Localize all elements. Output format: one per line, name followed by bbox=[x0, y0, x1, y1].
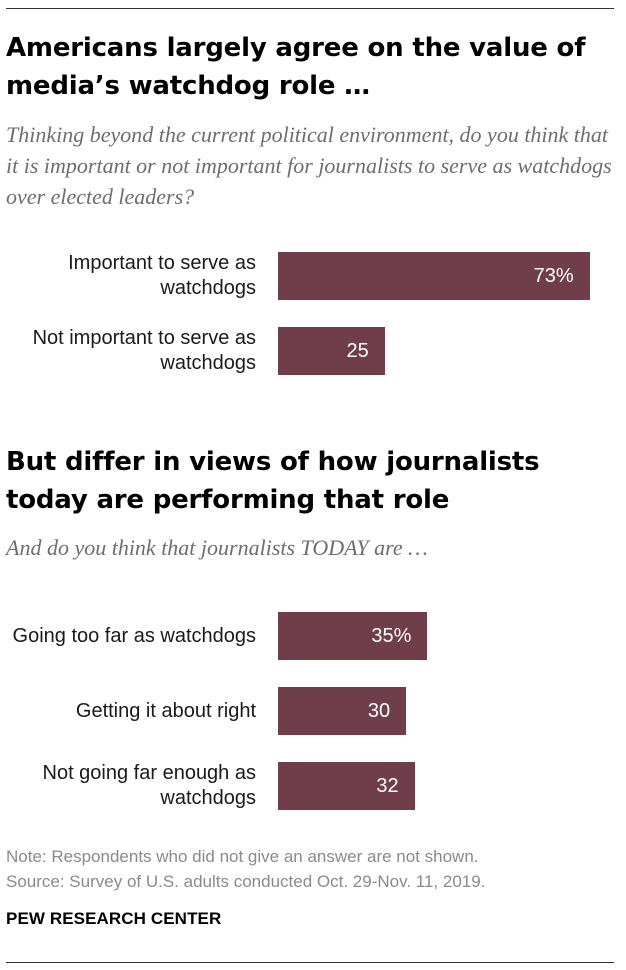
top-rule bbox=[6, 8, 614, 9]
note-text: Note: Respondents who did not give an an… bbox=[6, 847, 479, 866]
bar bbox=[278, 252, 590, 300]
brand-label: PEW RESEARCH CENTER bbox=[6, 909, 222, 928]
bar bbox=[278, 687, 407, 735]
category-label: Important to serve as watchdogs bbox=[68, 252, 256, 299]
category-label: Not important to serve as watchdogs bbox=[32, 327, 256, 374]
bar bbox=[278, 612, 428, 660]
chart-title-2: But differ in views of how journalists t… bbox=[6, 447, 540, 515]
source-text: Source: Survey of U.S. adults conducted … bbox=[6, 872, 486, 891]
chart-question-1: Thinking beyond the current political en… bbox=[6, 122, 612, 209]
data-label: 32 bbox=[376, 775, 399, 797]
bar-chart-importance: Important to serve as watchdogs 73% Not im… bbox=[0, 240, 626, 390]
category-label: Getting it about right bbox=[75, 699, 256, 722]
bar bbox=[278, 327, 385, 375]
data-label: 35% bbox=[371, 625, 412, 647]
category-label: Not going far enough as watchdogs bbox=[42, 762, 257, 809]
bottom-rule bbox=[6, 962, 614, 963]
data-label: 30 bbox=[367, 700, 391, 722]
bar-chart-performance: Going too far as watchdogs 35% Getting it … bbox=[0, 600, 626, 820]
data-label: 73% bbox=[533, 265, 574, 287]
bar bbox=[278, 762, 415, 810]
category-label: Going too far as watchdogs bbox=[12, 624, 256, 647]
chart-question-2: And do you think that journalists TODAY … bbox=[6, 535, 428, 560]
chart-title-1: Americans largely agree on the value of … bbox=[6, 33, 586, 101]
data-label: 25 bbox=[346, 340, 369, 362]
